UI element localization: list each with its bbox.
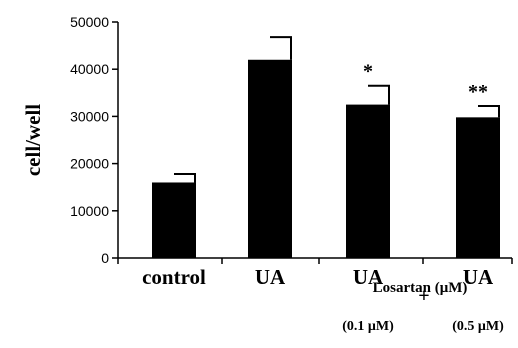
y-tick-label: 30000 bbox=[70, 108, 109, 124]
significance-marker: * bbox=[363, 61, 373, 83]
y-axis: 0 10000 20000 30000 40000 50000 bbox=[70, 14, 119, 266]
bar bbox=[152, 182, 196, 258]
bars bbox=[152, 59, 500, 259]
concentration-label-2: (0.5 μM) bbox=[452, 319, 504, 334]
significance-markers: *** bbox=[363, 61, 488, 103]
bar bbox=[248, 59, 292, 259]
significance-marker: ** bbox=[468, 81, 488, 103]
category-label: UA bbox=[463, 265, 494, 289]
y-tick-label: 40000 bbox=[70, 61, 109, 77]
category-label: control bbox=[142, 265, 206, 289]
y-tick-label: 50000 bbox=[70, 14, 109, 30]
category-label: UA bbox=[353, 265, 384, 289]
x-axis bbox=[117, 257, 513, 264]
bar bbox=[346, 104, 390, 258]
bar bbox=[456, 117, 500, 259]
y-tick-label: 10000 bbox=[70, 203, 109, 219]
concentration-label-1: (0.1 μM) bbox=[342, 319, 394, 334]
y-axis-label: cell/well bbox=[21, 104, 45, 176]
error-bars bbox=[174, 36, 500, 183]
category-labels: control UA UA UA bbox=[142, 265, 494, 289]
category-label: UA bbox=[255, 265, 286, 289]
y-tick-label: 0 bbox=[101, 250, 109, 266]
losartan-label: Losartan (μM) bbox=[373, 280, 468, 296]
y-tick-label: 20000 bbox=[70, 156, 109, 172]
plus-sign: + bbox=[418, 285, 429, 307]
